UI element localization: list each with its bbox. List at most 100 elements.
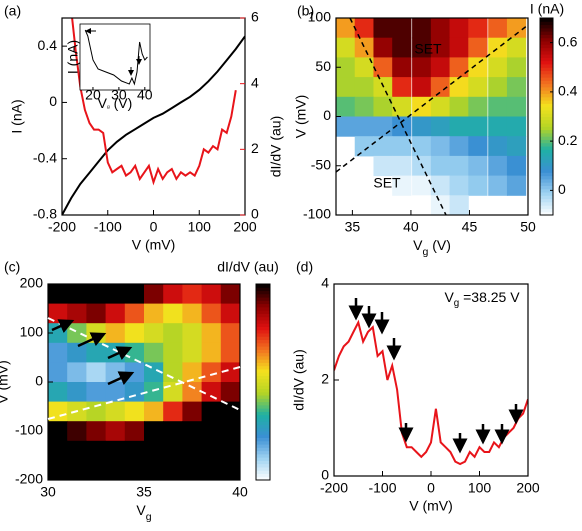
heatmap-cell [468,155,488,177]
heatmap-cell [105,303,126,324]
heatmap-cell [220,284,240,305]
colorbar-segment [540,142,553,147]
x-axis-label-tail: (V) [110,95,133,111]
dashed-line [47,366,241,420]
heatmap-cell [449,57,469,78]
colorbar-segment [256,385,270,390]
heatmap-cell [392,77,412,98]
heatmap-cell [430,155,451,177]
heatmap-cell [105,440,126,461]
inset-arrows [85,28,142,76]
x-axis-label: Vg (V) [413,237,451,258]
heatmap-cell [412,57,432,78]
dashed-line [349,17,447,216]
plot-area [84,29,148,86]
heatmap-cell [67,382,87,403]
heatmap-cell [48,303,68,324]
colorbar-segment [256,319,270,324]
heatmap-cell [468,77,488,98]
annotation-sub: g [454,298,459,309]
heatmap-cell [373,18,393,39]
heatmap-cell [354,57,374,78]
x-tick-label: 50 [520,219,536,235]
panel-label: (c) [4,259,20,275]
heatmap-cell [392,155,412,177]
colorbar-segment [540,169,553,173]
heatmap-cell [144,460,164,480]
heatmap-cell [144,440,164,461]
colorbar-segment [256,450,270,455]
heatmap-cell [163,303,183,324]
heatmap-cell [488,96,508,117]
x-axis-label: Vg (V) [98,95,133,111]
heatmap-cell [449,155,469,177]
colorbar-segment [540,27,553,32]
heatmap-cell [468,18,488,39]
heatmap-cell [86,362,107,383]
heatmap-cell [182,440,203,461]
heatmap-cell [182,421,203,442]
heatmap-cell [392,116,412,137]
panel-label: (b) [297,3,314,19]
heatmap-cell [48,382,68,403]
x-tick-label: 0 [427,480,435,496]
y-tick-label: -100 [15,422,43,438]
annotation: SET [414,41,442,57]
x-axis-label: V (mV) [132,237,176,253]
heatmap-cell [506,116,527,137]
colorbar-segment [540,155,553,160]
colorbar-segment [256,414,270,419]
colorbar-segment [540,159,553,163]
heatmap-cell [86,284,107,305]
heatmap-cell [449,175,469,196]
heatmap-cell [124,460,145,480]
colorbar-segment [540,149,553,154]
y-tick-label: 50 [315,58,331,74]
heatmap-cell [220,460,240,480]
heatmap-cell [354,77,374,98]
heatmap-cell [182,303,203,324]
annotation: Vg =38.25 V [444,289,520,309]
colorbar-segment [540,44,553,49]
x-axis-label: V (mV) [409,498,453,514]
heatmap-cell [124,421,145,442]
heatmap-cell [201,342,222,363]
heatmap-cell [449,195,469,215]
annotation-main: V [444,289,454,305]
heatmap-cell [144,382,164,403]
panel: -200 -100 0 100 200 -0.8 -0.4 0 0.4 0 2 4 6 dI/dV (au… [4,3,284,235]
colorbar-segment [540,109,553,114]
colorbar-segment [256,395,270,399]
colorbar-segment [540,132,553,137]
heatmap-cell [201,323,222,344]
heatmap-cell [506,57,527,78]
colorbar-title: dI/dV (au) [217,259,278,275]
heatmap-cell [506,18,527,39]
y2-axis-label: dI/dV (au) [268,116,284,177]
y-axis-label: V (mV) [293,95,309,139]
panel-label: (d) [296,259,313,275]
x-tick-label: 20 [85,87,101,103]
heatmap-cell [182,460,203,480]
colorbar-segment [256,333,270,337]
heatmap-cell [506,136,527,157]
heatmap-cell [449,18,469,39]
colorbar-segment [540,119,553,124]
heatmap-cell [86,342,107,363]
colorbar-segment [256,359,270,363]
heatmap-cell [124,303,145,324]
colorbar-segment [540,54,553,58]
heatmap-cell [48,342,68,363]
colorbar-tick-label: 0.4 [558,83,578,99]
x-tick-label: -100 [368,480,396,496]
colorbar-segment [256,431,270,435]
colorbar-segment [540,73,553,78]
colorbar-segment [540,146,553,150]
colorbar-segment [540,40,553,45]
heatmap-cell [86,401,107,422]
plot-area [62,18,245,215]
heatmap-cell [373,96,393,117]
heatmap-cell [144,284,164,305]
heatmap-cell [67,362,87,383]
heatmap-cell [144,342,164,363]
